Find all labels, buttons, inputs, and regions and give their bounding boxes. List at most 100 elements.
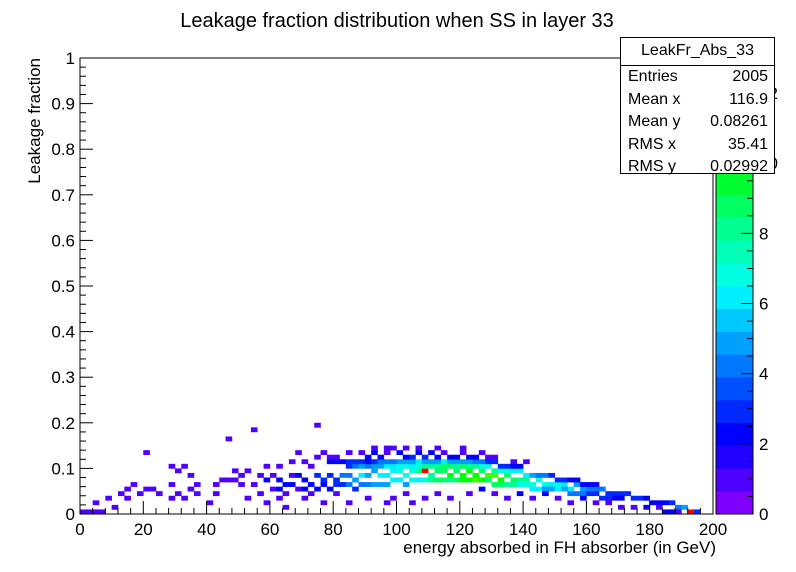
heatmap-cell — [80, 509, 87, 515]
heatmap-cell — [358, 459, 366, 465]
heatmap-cell — [396, 450, 404, 456]
heatmap-cell — [396, 459, 404, 465]
heatmap-cell — [377, 482, 385, 487]
heatmap-cell — [402, 491, 410, 497]
heatmap-cell — [523, 477, 530, 483]
heatmap-cell — [529, 495, 537, 501]
heatmap-cell — [124, 486, 131, 492]
heatmap-cell — [333, 491, 340, 497]
heatmap-cell — [447, 472, 454, 478]
heatmap-cell — [472, 463, 480, 469]
heatmap-cell — [491, 468, 499, 474]
stats-key: RMS x — [628, 135, 676, 153]
heatmap-cell — [301, 486, 309, 492]
heatmap-cell — [554, 486, 562, 492]
heatmap-cell — [440, 477, 448, 483]
heatmap-cell — [516, 463, 524, 469]
heatmap-cell — [618, 495, 625, 501]
heatmap-cell — [149, 486, 157, 492]
y-tick-label: 0.9 — [51, 95, 75, 114]
heatmap-cell — [428, 472, 435, 478]
heatmap-cell — [415, 459, 423, 465]
heatmap-cell — [269, 472, 277, 478]
x-tick-label: 80 — [324, 520, 343, 539]
heatmap-cell — [599, 486, 606, 492]
heatmap-cell — [694, 509, 701, 515]
heatmap-cell — [434, 454, 442, 460]
heatmap-cell — [345, 472, 353, 478]
heatmap-cell — [573, 491, 581, 497]
z-tick-label: 8 — [759, 224, 768, 243]
heatmap-cell — [333, 459, 340, 465]
heatmap-cell — [181, 495, 188, 501]
heatmap-cell — [250, 482, 258, 487]
heatmap-cell — [295, 450, 302, 456]
heatmap-cell — [187, 472, 195, 478]
heatmap-cell — [643, 495, 650, 501]
heatmap-cell — [282, 491, 290, 497]
heatmap-cell — [339, 472, 347, 478]
y-tick-label: 0.8 — [51, 140, 75, 159]
heatmap-cell — [98, 509, 106, 515]
heatmap-cell — [92, 509, 100, 515]
heatmap-cell — [440, 468, 448, 474]
heatmap-cell — [618, 504, 625, 510]
heatmap-cell — [320, 482, 328, 487]
heatmap-cell — [415, 450, 423, 456]
heatmap-cell — [421, 459, 429, 465]
x-tick-label: 40 — [197, 520, 216, 539]
x-tick-label: 100 — [382, 520, 410, 539]
stats-value: 35.41 — [727, 135, 768, 153]
heatmap-cell — [238, 472, 245, 478]
heatmap-cell — [529, 472, 537, 478]
heatmap-cell — [605, 491, 613, 497]
heatmap-cell — [586, 491, 594, 497]
heatmap-cell — [491, 472, 499, 478]
heatmap-cell — [326, 459, 334, 465]
heatmap-cell — [250, 427, 258, 433]
heatmap-cell — [643, 504, 650, 510]
heatmap-cell — [523, 482, 530, 487]
heatmap-cell — [478, 459, 486, 465]
heatmap-cell — [535, 472, 543, 478]
heatmap-cell — [523, 472, 530, 478]
heatmap-cell — [168, 463, 176, 469]
palette-level — [716, 422, 753, 446]
palette-level — [716, 331, 753, 355]
heatmap-cell — [212, 482, 220, 487]
heatmap-cell — [282, 504, 290, 510]
x-tick-label: 200 — [699, 520, 727, 539]
heatmap-cell — [459, 450, 467, 456]
heatmap-cell — [206, 500, 214, 506]
heatmap-cell — [371, 445, 378, 451]
heatmap-cell — [580, 491, 587, 497]
heatmap-cell — [377, 472, 385, 478]
heatmap-cell — [447, 477, 454, 483]
heatmap-cell — [193, 482, 201, 487]
palette-level — [716, 445, 753, 469]
heatmap-cell — [244, 495, 252, 501]
heatmap-cell — [301, 495, 309, 501]
heatmap-cell — [364, 459, 372, 465]
heatmap-cell — [668, 509, 676, 515]
heatmap-cell — [567, 500, 575, 506]
y-tick-label: 0.4 — [51, 323, 75, 342]
heatmap-cell — [675, 509, 682, 515]
heatmap-cell — [364, 463, 372, 469]
heatmap-cell — [554, 495, 562, 501]
y-axis-label: Leakage fraction — [25, 58, 44, 184]
heatmap-cell — [345, 459, 353, 465]
heatmap-cell — [675, 504, 682, 510]
heatmap-cell — [649, 500, 657, 506]
stats-value: 116.9 — [729, 90, 768, 108]
heatmap-cell — [390, 445, 397, 451]
heatmap-cell — [573, 477, 581, 483]
heatmap-cell — [453, 468, 461, 474]
palette-level — [716, 377, 753, 401]
heatmap-cell — [428, 450, 435, 456]
heatmap-cell — [567, 491, 575, 497]
heatmap-cell — [415, 445, 423, 451]
heatmap-cell — [390, 459, 397, 465]
heatmap-cell — [352, 459, 359, 465]
heatmap-cell — [352, 486, 359, 492]
